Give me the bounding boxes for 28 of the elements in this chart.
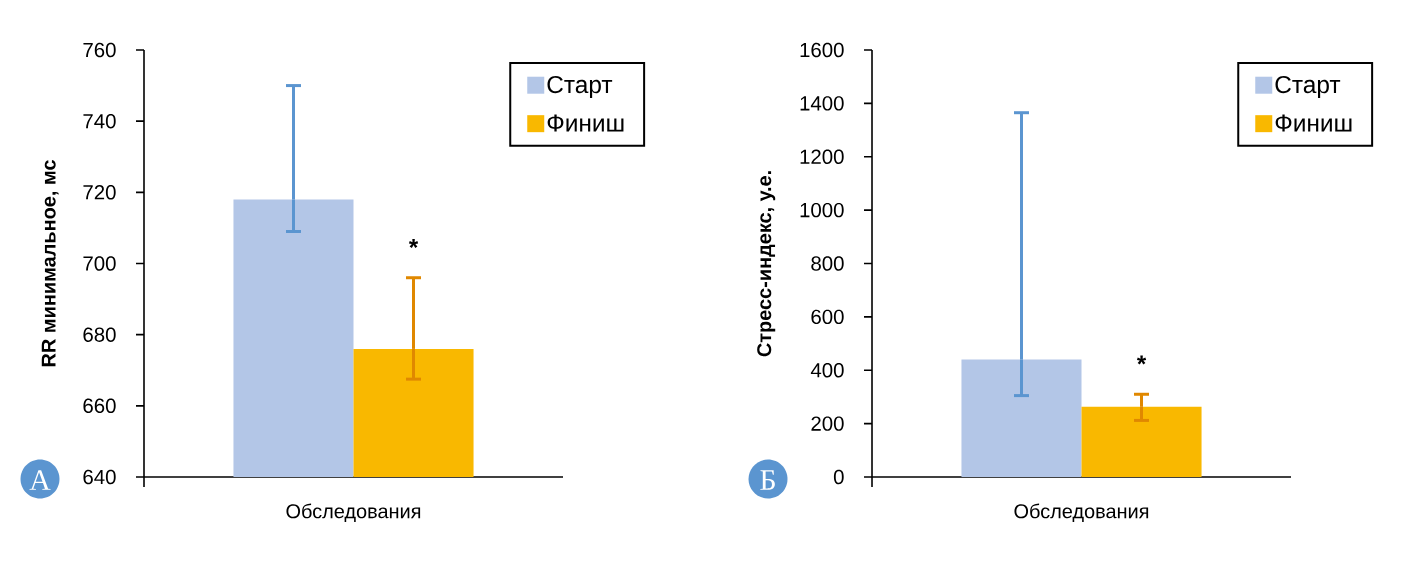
- y-tick-label: 0: [833, 469, 844, 485]
- y-tick-label: 200: [811, 416, 844, 431]
- y-tick-label: 740: [83, 113, 116, 129]
- legend-label: Старт: [1275, 75, 1341, 99]
- y-tick-label: 1600: [800, 42, 844, 58]
- y-tick-label: 720: [83, 185, 116, 200]
- annotation: *: [408, 239, 419, 248]
- y-tick-label: 1200: [800, 149, 844, 164]
- annotation: *: [1136, 355, 1147, 365]
- legend-label: Финиш: [547, 114, 624, 132]
- y-axis-title: RR минимальное, мс: [41, 160, 59, 367]
- y-axis-title: Стресс-индекс, у.е.: [757, 171, 776, 357]
- y-tick-label: 760: [83, 42, 116, 58]
- legend-label: Финиш: [1275, 114, 1352, 132]
- y-tick-label: 680: [83, 327, 116, 342]
- y-tick-label: 700: [83, 256, 116, 271]
- legend-label: Старт: [547, 75, 613, 99]
- y-tick-label: 660: [83, 398, 116, 414]
- text: А: [29, 470, 51, 490]
- y-tick-label: 640: [83, 469, 116, 485]
- text: Б: [760, 470, 775, 490]
- y-tick-label: 600: [811, 309, 844, 325]
- y-tick-label: 1000: [800, 202, 844, 218]
- x-tick-label: Обследования: [286, 503, 421, 523]
- y-tick-label: 400: [810, 363, 844, 378]
- y-tick-label: 1400: [800, 96, 844, 111]
- y-tick-label: 800: [811, 256, 844, 271]
- x-tick-label: Обследования: [1014, 503, 1149, 523]
